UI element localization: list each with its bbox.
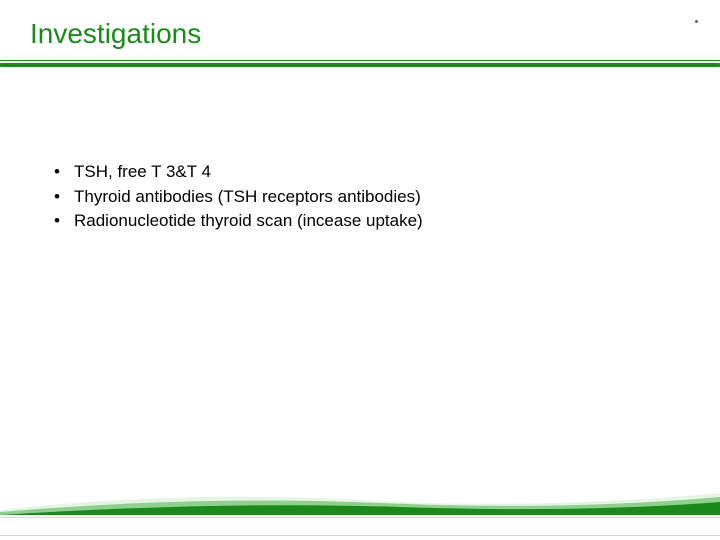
footer-baseline-bottom	[0, 535, 720, 536]
list-item: TSH, free T 3&T 4	[50, 160, 423, 185]
list-item: Radionucleotide thyroid scan (incease up…	[50, 209, 423, 234]
underline-thick	[0, 63, 720, 67]
slide-title: Investigations	[30, 18, 201, 50]
bullet-list: TSH, free T 3&T 4 Thyroid antibodies (TS…	[50, 160, 423, 234]
footer-swoosh-icon	[0, 485, 720, 515]
corner-dot-icon	[695, 20, 698, 23]
title-underline	[0, 60, 720, 67]
list-item: Thyroid antibodies (TSH receptors antibo…	[50, 185, 423, 210]
slide: Investigations TSH, free T 3&T 4 Thyroid…	[0, 0, 720, 540]
footer-baseline-top	[0, 517, 720, 518]
underline-thin	[0, 60, 720, 61]
